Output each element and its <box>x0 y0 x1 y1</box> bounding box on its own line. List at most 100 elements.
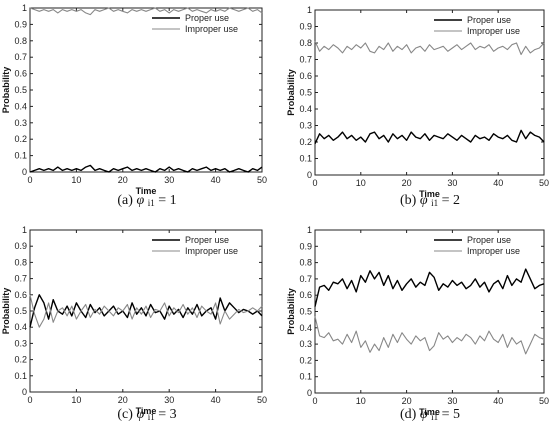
y-tick-label: 0.2 <box>14 134 27 144</box>
y-tick-label: 0.4 <box>299 323 312 333</box>
y-tick-label: 0.6 <box>299 71 312 81</box>
x-tick-label: 30 <box>164 395 174 405</box>
legend-label: Improper use <box>185 246 238 256</box>
plot-frame <box>29 229 263 393</box>
x-tick-label: 20 <box>402 396 412 406</box>
series-line-improper-use <box>29 7 263 16</box>
x-tick-label: 10 <box>71 395 81 405</box>
y-tick-label: 0 <box>307 170 312 180</box>
y-axis-label: Probability <box>286 69 296 116</box>
panel-caption: (d) φ i1 = 5 <box>400 407 460 422</box>
y-tick-label: 1 <box>307 5 312 15</box>
y-tick-label: 0.5 <box>14 306 27 316</box>
y-tick-label: 0.1 <box>299 372 312 382</box>
x-axis-label: Time <box>419 407 440 417</box>
x-tick-label: 0 <box>27 175 32 185</box>
y-tick-label: 0.5 <box>14 85 27 95</box>
x-tick-label: 20 <box>118 395 128 405</box>
y-tick-label: 0.6 <box>299 290 312 300</box>
y-tick-label: 1 <box>22 3 27 13</box>
x-tick-label: 50 <box>539 396 549 406</box>
panel-caption: (a) φ i1 = 1 <box>117 193 176 208</box>
x-tick-label: 10 <box>356 178 366 188</box>
panel-caption: (b) φ i1 = 2 <box>400 193 460 208</box>
y-tick-label: 0.9 <box>14 19 27 29</box>
x-tick-label: 30 <box>447 178 457 188</box>
legend-label: Proper use <box>467 15 511 25</box>
y-tick-label: 0.5 <box>299 307 312 317</box>
y-axis-label: Probability <box>1 67 11 114</box>
y-tick-label: 0.8 <box>299 258 312 268</box>
y-tick-label: 0.4 <box>14 101 27 111</box>
y-tick-label: 0.2 <box>14 355 27 365</box>
chart-panel-a: 00.10.20.30.40.50.60.70.80.910 10 20 30 40 50… <box>1 3 267 208</box>
y-axis-label: Probability <box>286 288 296 335</box>
plot-frame <box>314 229 545 394</box>
y-tick-label: 0.3 <box>299 121 312 131</box>
x-tick-label: 10 <box>71 175 81 185</box>
y-tick-label: 0 <box>307 388 312 398</box>
series-line-proper-use <box>29 164 263 173</box>
y-tick-label: 0 <box>22 387 27 397</box>
plot-frame <box>29 7 263 173</box>
y-tick-label: 0.7 <box>299 274 312 284</box>
y-tick-label: 0.3 <box>14 118 27 128</box>
x-tick-label: 50 <box>257 175 267 185</box>
y-tick-label: 0 <box>22 167 27 177</box>
panel-caption: (c) φ i1 = 3 <box>117 407 176 422</box>
series-line-improper-use <box>29 294 263 328</box>
x-axis-label: Time <box>419 189 440 199</box>
x-tick-label: 0 <box>27 395 32 405</box>
series-line-proper-use <box>314 129 545 144</box>
x-axis-label: Time <box>136 186 157 196</box>
x-tick-label: 50 <box>539 178 549 188</box>
x-axis-label: Time <box>136 406 157 416</box>
legend-label: Improper use <box>467 246 520 256</box>
y-tick-label: 1 <box>22 225 27 235</box>
series-line-proper-use <box>29 294 263 328</box>
y-tick-label: 0.5 <box>299 88 312 98</box>
y-tick-label: 0.8 <box>14 257 27 267</box>
y-tick-label: 1 <box>307 225 312 235</box>
x-tick-label: 40 <box>211 395 221 405</box>
chart-panel-b: 00.10.20.30.40.50.60.70.80.910 10 20 30 40 50… <box>286 5 549 208</box>
y-tick-label: 0.1 <box>14 151 27 161</box>
y-tick-label: 0.8 <box>14 36 27 46</box>
legend-label: Improper use <box>185 24 238 34</box>
y-tick-label: 0.9 <box>14 241 27 251</box>
y-tick-label: 0.9 <box>299 241 312 251</box>
y-tick-label: 0.4 <box>14 322 27 332</box>
legend-label: Improper use <box>467 26 520 36</box>
plot-frame <box>314 9 545 176</box>
y-tick-label: 0.1 <box>14 371 27 381</box>
y-tick-label: 0.7 <box>14 52 27 62</box>
x-tick-label: 0 <box>312 396 317 406</box>
y-tick-label: 0.4 <box>299 104 312 114</box>
y-tick-label: 0.1 <box>299 154 312 164</box>
y-axis-label: Probability <box>1 288 11 335</box>
y-tick-label: 0.3 <box>299 339 312 349</box>
x-tick-label: 40 <box>211 175 221 185</box>
y-tick-label: 0.6 <box>14 69 27 79</box>
y-tick-label: 0.7 <box>299 55 312 65</box>
chart-panel-d: 00.10.20.30.40.50.60.70.80.910 10 20 30 40 50… <box>286 225 549 422</box>
x-tick-label: 50 <box>257 395 267 405</box>
series-line-improper-use <box>314 316 545 355</box>
x-tick-label: 20 <box>402 178 412 188</box>
y-tick-label: 0.6 <box>14 290 27 300</box>
y-tick-label: 0.2 <box>299 355 312 365</box>
series-line-proper-use <box>314 268 545 307</box>
x-tick-label: 30 <box>447 396 457 406</box>
y-tick-label: 0.2 <box>299 137 312 147</box>
legend-label: Proper use <box>467 235 511 245</box>
chart-panel-c: 00.10.20.30.40.50.60.70.80.910 10 20 30 40 50… <box>1 225 267 422</box>
x-tick-label: 0 <box>312 178 317 188</box>
y-tick-label: 0.7 <box>14 274 27 284</box>
x-tick-label: 40 <box>493 396 503 406</box>
y-tick-label: 0.8 <box>299 38 312 48</box>
legend-label: Proper use <box>185 235 229 245</box>
x-tick-label: 20 <box>118 175 128 185</box>
legend-label: Proper use <box>185 13 229 23</box>
x-tick-label: 30 <box>164 175 174 185</box>
